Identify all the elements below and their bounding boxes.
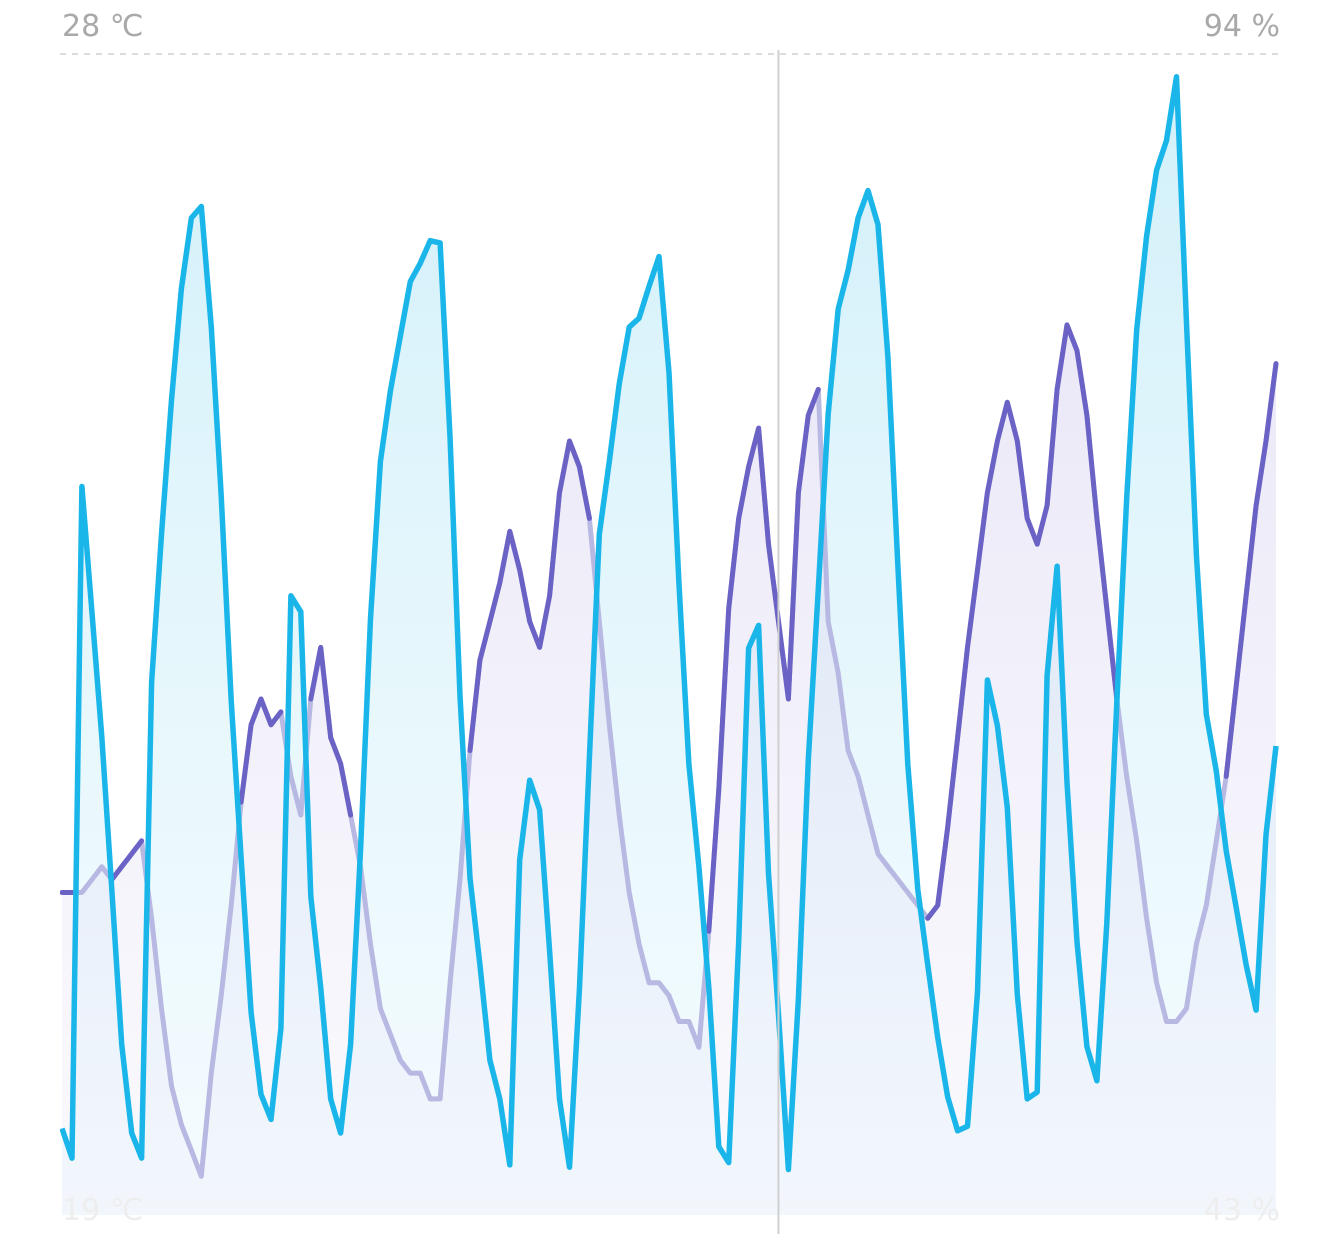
temperature-line-segment (925, 322, 1120, 921)
temperature-line-segment (109, 838, 145, 883)
humidity-line (60, 74, 1279, 1173)
right-axis-top-label: 94 % (1203, 9, 1280, 44)
temperature-line-segment (1223, 361, 1279, 779)
temperature-line-segment (308, 644, 354, 818)
right-axis-bottom-label: 43 % (1203, 1193, 1280, 1228)
temperature-area-fill (62, 324, 1276, 1215)
temperature-line-segment (467, 438, 592, 754)
left-axis-top-label: 28 ℃ (62, 9, 144, 44)
temperature-line-segment (238, 696, 284, 805)
temperature-line-segment (706, 386, 821, 934)
left-axis-bottom-label: 19 ℃ (62, 1193, 144, 1228)
